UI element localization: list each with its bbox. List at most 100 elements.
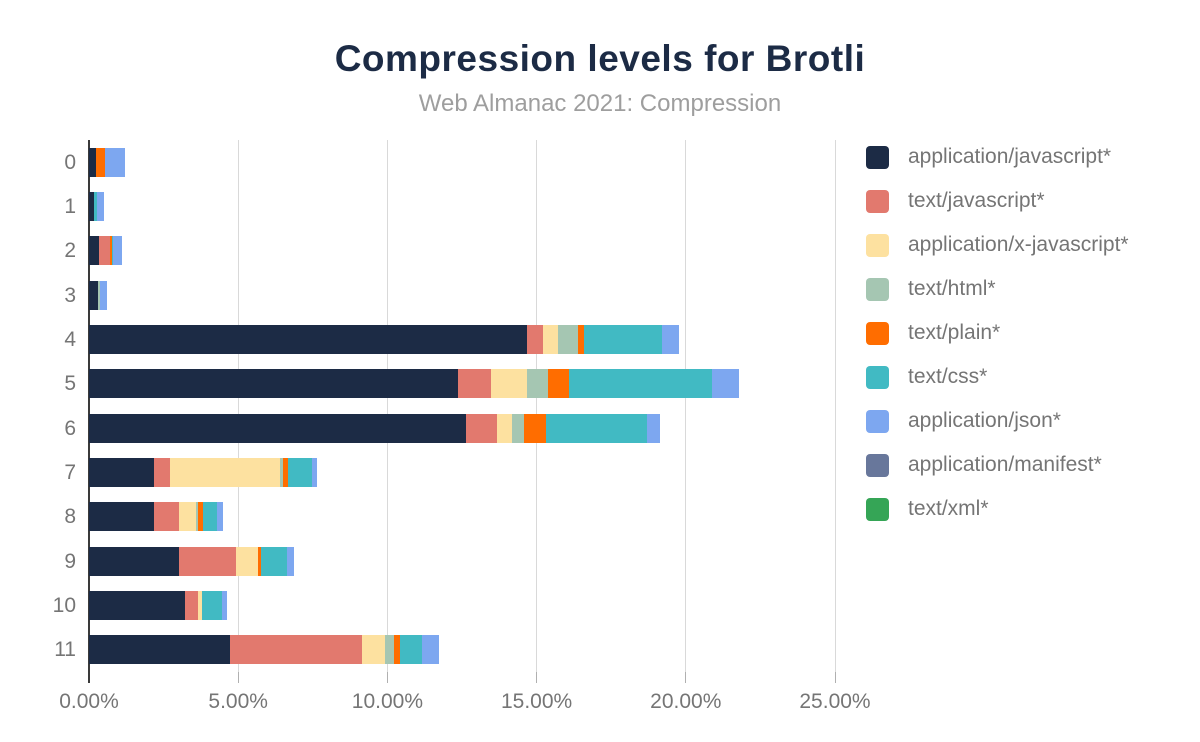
- bar-segment-text-javascript[interactable]: [154, 458, 170, 487]
- bar-segment-text-plain[interactable]: [524, 413, 547, 443]
- bar-segment-text-css[interactable]: [584, 325, 663, 354]
- bar-segment-text-plain[interactable]: [547, 369, 570, 399]
- gridline-25.00%: [834, 140, 836, 672]
- bar-segment-application-javascript[interactable]: [89, 369, 459, 399]
- bar-segment-application-javascript[interactable]: [89, 325, 527, 354]
- bar-segment-text-html[interactable]: [195, 502, 199, 532]
- bar-segment-text-css[interactable]: [399, 635, 423, 665]
- bar-level-6: [89, 413, 660, 443]
- bar-segment-application-json[interactable]: [422, 635, 439, 665]
- bar-segment-application-json[interactable]: [97, 192, 104, 221]
- bar-segment-text-plain[interactable]: [282, 458, 289, 487]
- bar-level-10: [89, 591, 228, 620]
- bar-segment-application-json[interactable]: [104, 147, 125, 177]
- bar-segment-text-css[interactable]: [546, 413, 648, 443]
- bar-segment-text-css[interactable]: [569, 369, 713, 399]
- y-axis-label-4: 4: [64, 328, 76, 351]
- x-axis-label-20.00%: 20.00%: [650, 690, 722, 713]
- bar-segment-application-json[interactable]: [216, 502, 223, 532]
- bar-segment-application-javascript[interactable]: [89, 591, 186, 620]
- bar-segment-application-json[interactable]: [287, 546, 294, 576]
- bar-segment-text-plain[interactable]: [110, 236, 113, 266]
- bar-segment-text-javascript[interactable]: [229, 635, 363, 665]
- y-axis-label-11: 11: [54, 638, 76, 662]
- bar-segment-text-html[interactable]: [557, 325, 579, 354]
- bar-segment-application-x-javascript[interactable]: [235, 546, 258, 576]
- legend-label: application/x-javascript*: [908, 233, 1129, 256]
- bar-segment-application-json[interactable]: [311, 458, 317, 487]
- bar-segment-text-javascript[interactable]: [154, 502, 180, 532]
- axis-tick-5.00%: [237, 672, 239, 683]
- legend-swatch: [866, 189, 889, 213]
- plot-area: [88, 140, 849, 683]
- bar-segment-application-javascript[interactable]: [89, 502, 155, 532]
- x-axis-label-15.00%: 15.00%: [500, 690, 573, 713]
- bar-segment-application-json[interactable]: [113, 236, 122, 266]
- y-axis-line: [88, 140, 90, 672]
- bar-segment-text-css[interactable]: [202, 591, 223, 620]
- legend-label: text/html*: [908, 277, 996, 300]
- bar-segment-text-html[interactable]: [97, 280, 101, 310]
- bar-segment-application-javascript[interactable]: [89, 546, 179, 576]
- bar-segment-text-plain[interactable]: [198, 502, 203, 532]
- bar-segment-text-plain[interactable]: [257, 546, 261, 576]
- bar-segment-application-json[interactable]: [100, 280, 108, 310]
- bar-segment-application-x-javascript[interactable]: [179, 502, 196, 532]
- bar-segment-application-javascript[interactable]: [89, 458, 155, 487]
- bar-segment-text-plain[interactable]: [95, 147, 105, 177]
- bar-level-1: [89, 192, 104, 221]
- legend-item-text-html: text/html*: [866, 277, 1196, 301]
- bar-segment-text-javascript[interactable]: [458, 369, 491, 399]
- bar-segment-text-html[interactable]: [511, 413, 525, 443]
- y-axis-label-1: 1: [64, 195, 76, 218]
- bar-segment-text-javascript[interactable]: [98, 236, 111, 266]
- legend-swatch: [866, 321, 889, 345]
- bar-segment-text-css[interactable]: [202, 502, 217, 532]
- y-axis-label-0: 0: [64, 150, 76, 174]
- bar-segment-application-json[interactable]: [662, 325, 680, 354]
- bar-segment-application-javascript[interactable]: [89, 192, 94, 221]
- bar-segment-application-javascript[interactable]: [89, 147, 96, 177]
- bar-segment-application-javascript[interactable]: [89, 280, 98, 310]
- bar-segment-text-html[interactable]: [385, 635, 394, 665]
- legend-label: application/json*: [908, 409, 1061, 432]
- bar-level-5: [89, 369, 739, 399]
- bar-segment-text-javascript[interactable]: [526, 325, 543, 354]
- bar-segment-text-css[interactable]: [112, 236, 114, 266]
- bar-segment-application-x-javascript[interactable]: [542, 325, 558, 354]
- y-axis-label-3: 3: [64, 283, 76, 307]
- bar-segment-text-javascript[interactable]: [465, 413, 497, 443]
- bar-segment-application-x-javascript[interactable]: [490, 369, 527, 399]
- legend-label: application/javascript*: [908, 145, 1112, 168]
- x-axis-label-5.00%: 5.00%: [208, 690, 268, 713]
- bar-segment-application-javascript[interactable]: [89, 236, 99, 266]
- bar-segment-application-x-javascript[interactable]: [362, 635, 386, 665]
- legend-label: text/javascript*: [908, 189, 1045, 212]
- bar-segment-text-css[interactable]: [93, 192, 98, 221]
- legend-item-application-javascript: application/javascript*: [866, 145, 1196, 169]
- bar-segment-text-html[interactable]: [279, 458, 283, 487]
- bar-segment-application-x-javascript[interactable]: [496, 413, 512, 443]
- bar-segment-text-javascript[interactable]: [178, 546, 236, 576]
- bar-segment-text-html[interactable]: [526, 369, 548, 399]
- bar-segment-application-json[interactable]: [647, 413, 660, 443]
- bar-level-7: [89, 458, 317, 487]
- bar-segment-application-x-javascript[interactable]: [169, 458, 280, 487]
- bar-segment-application-json[interactable]: [712, 369, 739, 399]
- bar-segment-text-css[interactable]: [260, 546, 288, 576]
- bar-segment-application-x-javascript[interactable]: [197, 591, 203, 620]
- bar-segment-text-css[interactable]: [288, 458, 312, 487]
- bar-segment-text-javascript[interactable]: [185, 591, 198, 620]
- bar-segment-text-plain[interactable]: [393, 635, 400, 665]
- legend-item-text-javascript: text/javascript*: [866, 189, 1196, 213]
- legend-item-text-plain: text/plain*: [866, 321, 1196, 345]
- bar-segment-application-json[interactable]: [222, 591, 228, 620]
- bar-segment-text-plain[interactable]: [578, 325, 584, 354]
- y-axis-label-6: 6: [64, 416, 76, 440]
- gridline-15.00%: [536, 140, 538, 672]
- legend-swatch: [866, 453, 889, 477]
- axis-tick-20.00%: [685, 672, 687, 683]
- bar-segment-application-javascript[interactable]: [89, 413, 466, 443]
- legend-swatch: [866, 365, 889, 389]
- bar-segment-application-javascript[interactable]: [89, 635, 230, 665]
